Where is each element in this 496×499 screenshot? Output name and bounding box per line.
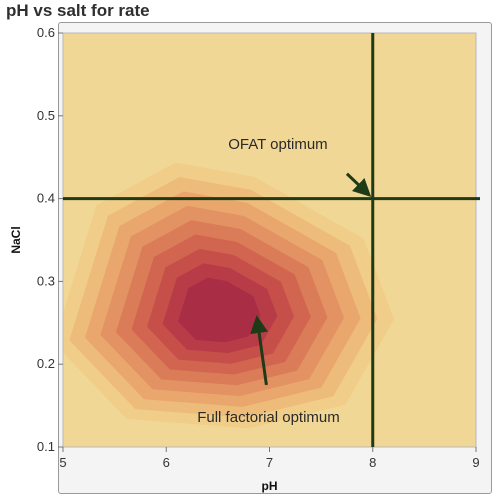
y-tick-label: 0.1 (37, 439, 55, 454)
contour-bands (63, 33, 476, 447)
y-tick-label: 0.4 (37, 191, 55, 206)
y-tick-label: 0.3 (37, 273, 55, 288)
x-tick-label: 6 (163, 455, 170, 470)
full-factorial-optimum-arrow (250, 315, 269, 386)
ofat-optimum-label: OFAT optimum (228, 136, 327, 153)
x-tick-label: 9 (472, 455, 479, 470)
ofat-optimum-arrow (345, 172, 372, 197)
y-tick-label: 0.5 (37, 108, 55, 123)
x-tick-label: 8 (369, 455, 376, 470)
y-tick-label: 0.6 (37, 25, 55, 40)
x-tick-label: 5 (59, 455, 66, 470)
y-tick-label: 0.2 (37, 356, 55, 371)
y-axis-title: NaCl (9, 226, 23, 253)
contour-band-9 (178, 277, 261, 343)
full-factorial-optimum-label: Full factorial optimum (197, 409, 340, 426)
chart-title: pH vs salt for rate (6, 1, 150, 20)
x-tick-label: 7 (266, 455, 273, 470)
x-axis-title: pH (262, 479, 278, 493)
